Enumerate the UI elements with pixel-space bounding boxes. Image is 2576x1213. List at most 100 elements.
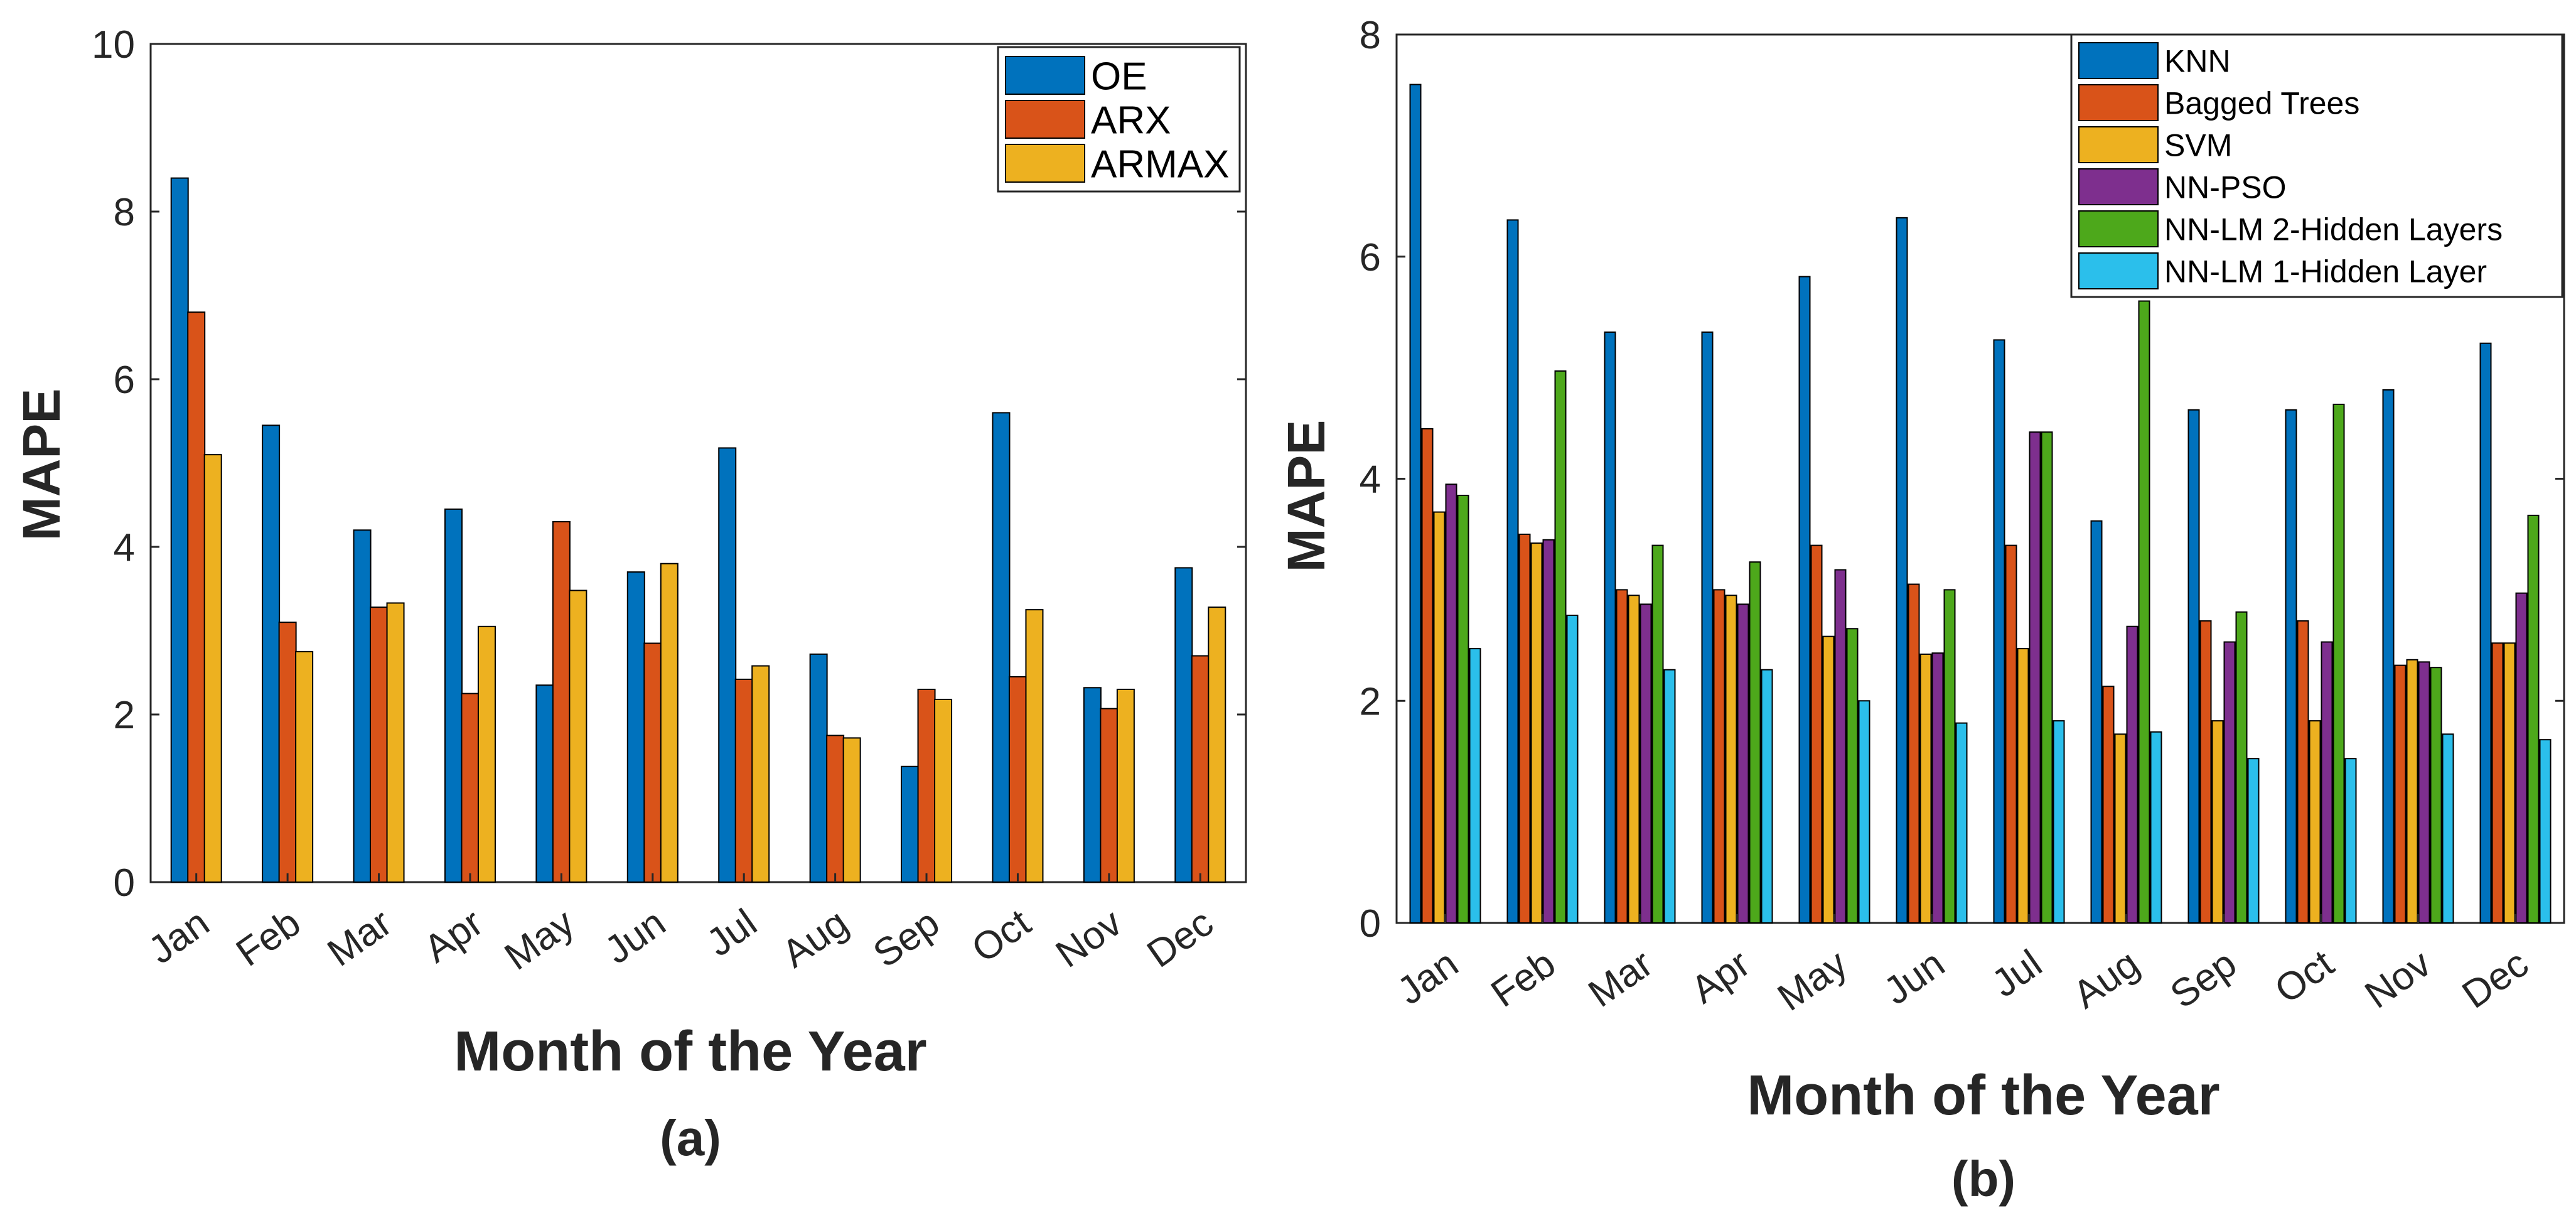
y-axis-label-b: MAPE <box>1277 420 1336 573</box>
x-tick-label: Sep <box>866 901 947 976</box>
bar-bagged-trees-oct <box>2297 620 2309 924</box>
bar-arx-nov <box>1100 708 1119 883</box>
bar-armax-apr <box>477 625 496 883</box>
bar-nn-lm-1-hidden-layer-aug <box>2150 731 2162 924</box>
legend-swatch <box>1005 56 1085 95</box>
bar-arx-oct <box>1008 676 1027 883</box>
bar-nn-lm-2-hidden-layers-dec <box>2527 514 2540 924</box>
bar-oe-dec <box>1174 567 1193 883</box>
bar-arx-jul <box>734 678 753 883</box>
bar-oe-apr <box>444 508 463 883</box>
bar-svm-sep <box>2211 720 2224 924</box>
x-tick-label: May <box>497 901 582 979</box>
y-tick-label: 0 <box>1360 902 1381 946</box>
legend-swatch <box>1005 100 1085 139</box>
x-tick-label: Jan <box>1390 942 1466 1013</box>
bar-svm-oct <box>2309 720 2321 924</box>
bar-nn-lm-2-hidden-layers-jul <box>2041 431 2053 924</box>
bar-nn-lm-2-hidden-layers-may <box>1846 628 1859 924</box>
bar-nn-lm-1-hidden-layer-jun <box>1955 722 1968 924</box>
y-ticks-a: 0 2 4 6 8 10 <box>92 23 1246 905</box>
legend-b: KNN Bagged Trees SVM NN-PSO NN-LM 2-Hidden L… <box>2070 33 2563 298</box>
bar-svm-jul <box>2017 648 2029 924</box>
bar-oe-mar <box>353 529 372 883</box>
bar-knn-mar <box>1604 332 1616 924</box>
bar-knn-may <box>1798 276 1811 924</box>
y-tick-label: 2 <box>1360 680 1381 723</box>
bar-arx-jun <box>643 642 662 883</box>
bar-nn-lm-1-hidden-layer-jan <box>1469 648 1481 924</box>
bar-arx-jan <box>187 311 206 883</box>
bar-nn-pso-jan <box>1445 483 1457 924</box>
bar-svm-may <box>1822 635 1835 924</box>
panel-label-b: (b) <box>1951 1151 2015 1207</box>
bar-nn-lm-2-hidden-layers-mar <box>1651 544 1664 924</box>
bar-armax-may <box>569 590 588 883</box>
bar-arx-feb <box>278 622 297 883</box>
legend-swatch <box>2078 252 2159 289</box>
bar-armax-oct <box>1025 609 1044 883</box>
x-tick-label: Sep <box>2163 942 2245 1017</box>
x-tick-label: Jun <box>597 901 673 973</box>
x-tick-label: Nov <box>1048 901 1130 976</box>
bar-oe-oct <box>992 412 1011 883</box>
legend-swatch <box>1005 144 1085 183</box>
x-tick-label: May <box>1770 942 1855 1020</box>
legend-swatch <box>2078 42 2159 79</box>
legend-label: ARMAX <box>1091 143 1229 186</box>
x-tick-label: Nov <box>2358 942 2439 1017</box>
legend-swatch <box>2078 168 2159 205</box>
bar-nn-pso-apr <box>1737 603 1749 924</box>
bar-nn-pso-dec <box>2515 592 2528 924</box>
x-tick-label: Oct <box>964 901 1039 971</box>
bar-svm-nov <box>2406 659 2418 924</box>
panel-label-a: (a) <box>660 1110 721 1166</box>
bars-a <box>170 177 1226 883</box>
bar-svm-apr <box>1725 595 1737 924</box>
bar-nn-lm-1-hidden-layer-sep <box>2247 758 2260 924</box>
bar-knn-feb <box>1506 219 1519 924</box>
bar-nn-lm-1-hidden-layer-nov <box>2442 733 2454 924</box>
bar-bagged-trees-aug <box>2102 686 2115 924</box>
bar-nn-lm-1-hidden-layer-feb <box>1566 615 1579 924</box>
x-tick-label: Oct <box>2267 942 2342 1012</box>
bar-nn-lm-2-hidden-layers-sep <box>2235 611 2248 924</box>
x-tick-label: Jul <box>1984 942 2050 1006</box>
bar-arx-sep <box>917 688 936 883</box>
bar-nn-pso-oct <box>2321 641 2333 924</box>
bar-nn-lm-1-hidden-layer-apr <box>1761 669 1773 924</box>
bar-bagged-trees-sep <box>2199 620 2212 924</box>
bar-armax-nov <box>1116 688 1135 883</box>
legend-label: OE <box>1091 55 1147 98</box>
bar-knn-aug <box>2090 520 2103 924</box>
bar-nn-lm-2-hidden-layers-nov <box>2430 667 2442 924</box>
bar-nn-pso-aug <box>2126 625 2139 924</box>
bar-armax-sep <box>934 698 953 883</box>
bar-knn-sep <box>2187 409 2200 924</box>
bar-svm-aug <box>2114 733 2127 924</box>
bar-knn-jan <box>1409 84 1422 924</box>
bar-nn-lm-1-hidden-layer-may <box>1858 700 1870 924</box>
bars-b <box>1409 84 2552 924</box>
bar-nn-pso-may <box>1834 569 1847 924</box>
x-tick-label: Aug <box>2066 942 2147 1017</box>
x-tick-label: Jun <box>1876 942 1952 1013</box>
bar-armax-mar <box>386 602 405 883</box>
bar-oe-aug <box>809 653 828 883</box>
x-tick-label: Feb <box>228 901 308 975</box>
bar-oe-jan <box>170 177 189 883</box>
bar-armax-feb <box>295 650 314 883</box>
bar-oe-may <box>535 684 554 883</box>
bar-bagged-trees-jun <box>1908 583 1920 924</box>
bar-arx-mar <box>370 606 389 883</box>
bar-oe-sep <box>901 765 920 883</box>
x-tick-label: Dec <box>2455 942 2536 1017</box>
bar-arx-aug <box>826 735 845 883</box>
bar-nn-pso-jun <box>1931 652 1944 924</box>
bar-armax-dec <box>1208 606 1226 883</box>
bar-nn-pso-mar <box>1640 603 1652 924</box>
y-tick-label: 8 <box>114 191 135 234</box>
bar-knn-nov <box>2382 389 2395 924</box>
x-tick-label: Apr <box>416 901 491 971</box>
